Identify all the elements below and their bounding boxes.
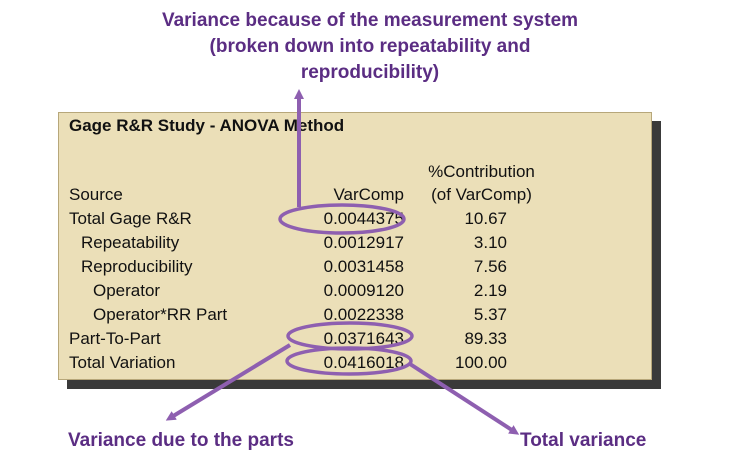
- anova-table-panel: Gage R&R Study - ANOVA Method %Contribut…: [58, 112, 652, 380]
- table-title: Gage R&R Study - ANOVA Method: [69, 116, 345, 135]
- row-varcomp-total-gage: 0.0044375: [323, 209, 404, 228]
- row-source-operator-part: Operator*RR Part: [93, 305, 228, 324]
- callout-measurement-line1: Variance because of the measurement syst…: [161, 10, 579, 31]
- header-varcomp: VarComp: [333, 185, 404, 204]
- row-source-part-to-part: Part-To-Part: [69, 329, 161, 348]
- callout-total: Total variance: [520, 430, 647, 451]
- row-varcomp-operator: 0.0009120: [323, 281, 404, 300]
- callout-measurement-system: Variance because of the measurement syst…: [60, 8, 680, 86]
- row-source-repeatability: Repeatability: [81, 233, 180, 252]
- row-source-operator: Operator: [93, 281, 161, 300]
- row-varcomp-part-to-part: 0.0371643: [323, 329, 404, 348]
- callout-parts: Variance due to the parts: [68, 430, 294, 451]
- header-contribution-line1: %Contribution: [428, 162, 535, 181]
- row-contrib-total-gage: 10.67: [464, 209, 507, 228]
- row-contrib-reproducibility: 7.56: [473, 257, 507, 276]
- row-source-total-gage: Total Gage R&R: [69, 209, 192, 228]
- header-contribution-line2: (of VarComp): [431, 185, 532, 204]
- row-varcomp-total-variation: 0.0416018: [323, 353, 404, 372]
- row-contrib-operator-part: 5.37: [473, 305, 507, 324]
- row-varcomp-reproducibility: 0.0031458: [323, 257, 404, 276]
- row-varcomp-repeatability: 0.0012917: [323, 233, 404, 252]
- row-contrib-operator: 2.19: [473, 281, 507, 300]
- row-contrib-part-to-part: 89.33: [464, 329, 507, 348]
- row-contrib-repeatability: 3.10: [473, 233, 507, 252]
- header-source: Source: [69, 185, 123, 204]
- row-source-total-variation: Total Variation: [69, 353, 176, 372]
- row-varcomp-operator-part: 0.0022338: [323, 305, 404, 324]
- callout-measurement-line2: (broken down into repeatability and: [209, 36, 531, 57]
- row-contrib-total-variation: 100.00: [455, 353, 507, 372]
- callout-measurement-line3: reproducibility): [300, 62, 440, 83]
- row-source-reproducibility: Reproducibility: [81, 257, 193, 276]
